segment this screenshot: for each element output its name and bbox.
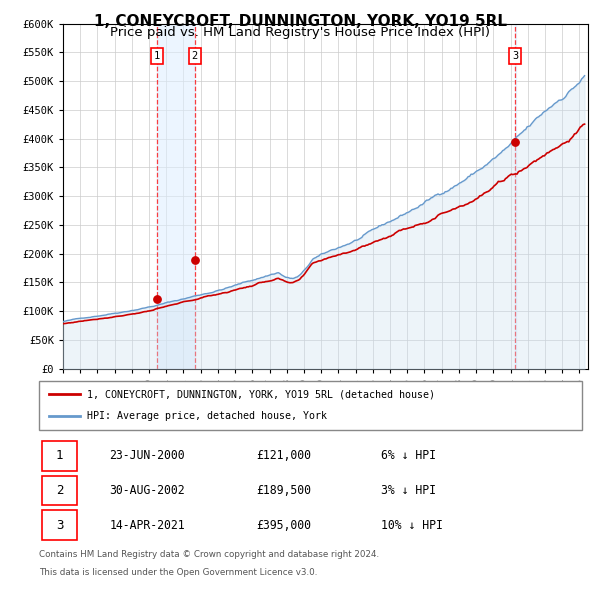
FancyBboxPatch shape: [42, 441, 77, 471]
Point: [511, 137, 520, 146]
FancyBboxPatch shape: [42, 476, 77, 505]
Text: 3: 3: [512, 51, 518, 61]
Text: 1: 1: [154, 51, 160, 61]
Text: Price paid vs. HM Land Registry's House Price Index (HPI): Price paid vs. HM Land Registry's House …: [110, 26, 490, 39]
Text: 1, CONEYCROFT, DUNNINGTON, YORK, YO19 5RL: 1, CONEYCROFT, DUNNINGTON, YORK, YO19 5R…: [94, 14, 506, 28]
Text: 10% ↓ HPI: 10% ↓ HPI: [381, 519, 443, 532]
FancyBboxPatch shape: [42, 510, 77, 540]
Text: This data is licensed under the Open Government Licence v3.0.: This data is licensed under the Open Gov…: [39, 568, 317, 577]
Text: 2: 2: [56, 484, 64, 497]
Bar: [515, 24, 516, 369]
Text: 2: 2: [192, 51, 198, 61]
Text: HPI: Average price, detached house, York: HPI: Average price, detached house, York: [87, 411, 327, 421]
Text: £189,500: £189,500: [256, 484, 311, 497]
Text: £395,000: £395,000: [256, 519, 311, 532]
Point: [152, 294, 162, 304]
Text: 1: 1: [56, 450, 64, 463]
Text: 3% ↓ HPI: 3% ↓ HPI: [381, 484, 436, 497]
Point: [190, 255, 200, 264]
Text: 3: 3: [56, 519, 64, 532]
Bar: [157, 24, 195, 369]
Text: 1, CONEYCROFT, DUNNINGTON, YORK, YO19 5RL (detached house): 1, CONEYCROFT, DUNNINGTON, YORK, YO19 5R…: [87, 389, 435, 399]
Text: 23-JUN-2000: 23-JUN-2000: [110, 450, 185, 463]
Text: Contains HM Land Registry data © Crown copyright and database right 2024.: Contains HM Land Registry data © Crown c…: [39, 550, 379, 559]
Text: 14-APR-2021: 14-APR-2021: [110, 519, 185, 532]
Text: 6% ↓ HPI: 6% ↓ HPI: [381, 450, 436, 463]
Text: £121,000: £121,000: [256, 450, 311, 463]
Text: 30-AUG-2002: 30-AUG-2002: [110, 484, 185, 497]
